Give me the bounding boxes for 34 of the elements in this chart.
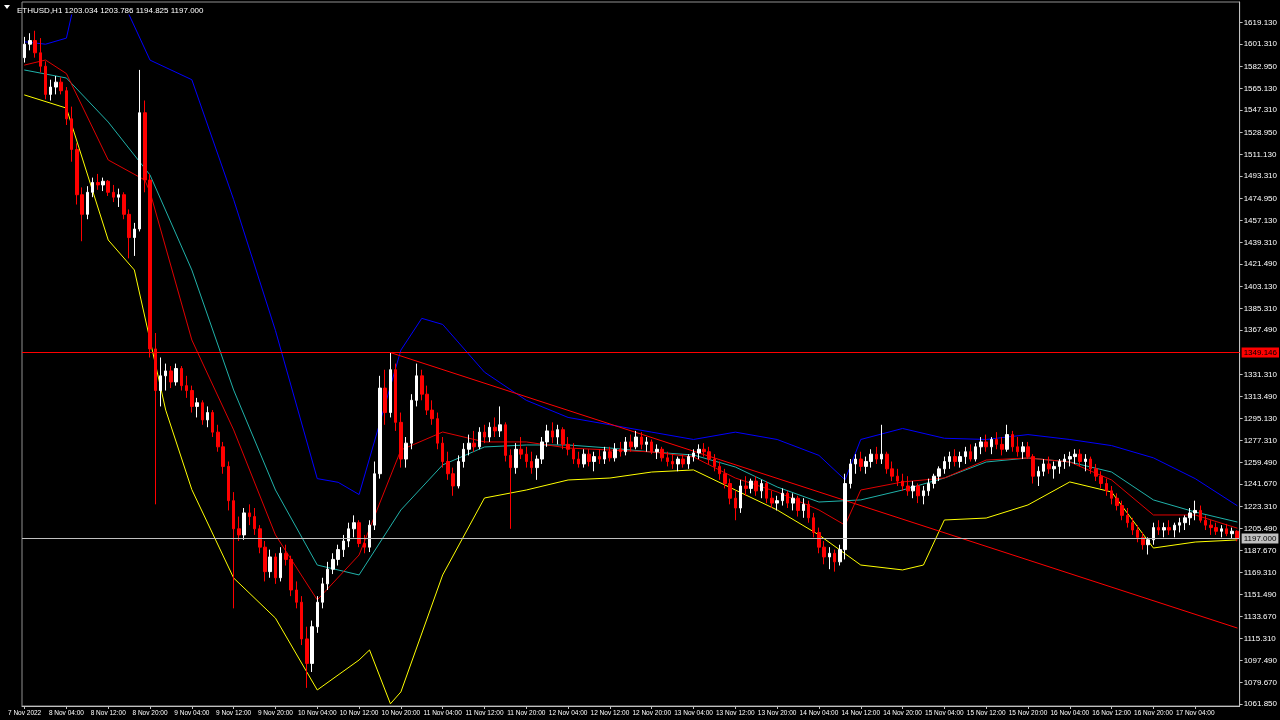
y-tick-label: 1385.310 [1243,303,1278,313]
y-tick-label: 1079.670 [1243,677,1278,687]
y-tick-label: 1061.850 [1243,699,1278,709]
y-tick-label: 1511.130 [1243,149,1277,159]
y-tick-label: 1241.670 [1243,479,1278,489]
y-tick-label: 1403.130 [1243,281,1278,291]
y-tick-label: 1474.950 [1243,193,1278,203]
y-tick-label: 1187.670 [1243,545,1277,555]
y-tick-label: 1457.130 [1243,215,1278,225]
y-tick-label: 1547.310 [1243,105,1278,115]
y-tick-label: 1277.310 [1243,435,1278,445]
y-tick-label: 1313.490 [1243,391,1278,401]
y-tick-label: 1151.490 [1243,589,1277,599]
chart-title: ETHUSD,H1 1203.034 1203.786 1194.825 1197.000 [17,5,205,15]
y-tick-label: 1205.490 [1243,523,1278,533]
y-tick-label: 1582.950 [1243,61,1278,71]
y-tick-label: 1619.130 [1243,17,1278,27]
y-tick-label: 1223.310 [1243,501,1278,511]
ref-line-label: 1349.146 [1243,347,1278,357]
y-tick-label: 1097.490 [1243,655,1278,665]
y-tick-label: 1133.670 [1243,611,1277,621]
y-tick-label: 1259.490 [1243,457,1278,467]
y-tick-label: 1601.310 [1243,39,1278,49]
y-tick-label: 1169.310 [1243,567,1277,577]
y-tick-label: 1367.490 [1243,325,1278,335]
y-tick-label: 1331.310 [1243,369,1278,379]
y-tick-label: 1493.310 [1243,171,1278,181]
y-tick-label: 1439.310 [1243,237,1278,247]
y-tick-label: 1295.130 [1243,414,1278,424]
y-tick-label: 1115.310 [1243,634,1277,644]
y-tick-label: 1421.490 [1243,259,1278,269]
y-tick-label: 1528.950 [1243,127,1278,137]
ref-line-label: 1197.000 [1243,534,1277,544]
y-tick-label: 1565.130 [1243,83,1278,93]
